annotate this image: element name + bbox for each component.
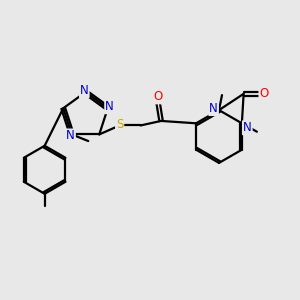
Text: N: N bbox=[209, 102, 218, 115]
Text: N: N bbox=[80, 84, 89, 97]
Text: O: O bbox=[153, 90, 163, 104]
Text: N: N bbox=[105, 100, 114, 113]
Text: N: N bbox=[243, 121, 252, 134]
Text: N: N bbox=[66, 129, 75, 142]
Text: S: S bbox=[116, 118, 123, 131]
Text: O: O bbox=[260, 87, 269, 100]
